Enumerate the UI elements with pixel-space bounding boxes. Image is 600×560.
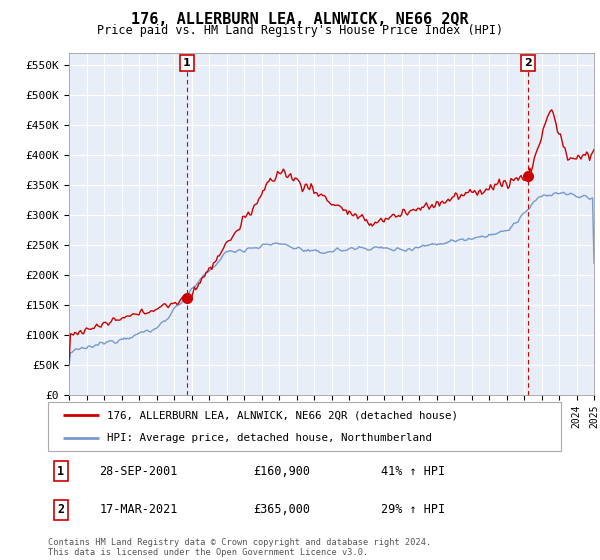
Text: 2: 2 [524,58,532,68]
Text: 176, ALLERBURN LEA, ALNWICK, NE66 2QR: 176, ALLERBURN LEA, ALNWICK, NE66 2QR [131,12,469,27]
Text: HPI: Average price, detached house, Northumberland: HPI: Average price, detached house, Nort… [107,433,432,442]
Text: 1: 1 [57,465,64,478]
Text: 2: 2 [57,503,64,516]
Text: 29% ↑ HPI: 29% ↑ HPI [382,503,446,516]
Text: Contains HM Land Registry data © Crown copyright and database right 2024.
This d: Contains HM Land Registry data © Crown c… [48,538,431,557]
Text: 1: 1 [183,58,191,68]
Text: 176, ALLERBURN LEA, ALNWICK, NE66 2QR (detached house): 176, ALLERBURN LEA, ALNWICK, NE66 2QR (d… [107,410,458,420]
Text: £365,000: £365,000 [253,503,310,516]
Text: 17-MAR-2021: 17-MAR-2021 [100,503,178,516]
Text: 28-SEP-2001: 28-SEP-2001 [100,465,178,478]
Text: Price paid vs. HM Land Registry's House Price Index (HPI): Price paid vs. HM Land Registry's House … [97,24,503,37]
Text: £160,900: £160,900 [253,465,310,478]
Text: 41% ↑ HPI: 41% ↑ HPI [382,465,446,478]
FancyBboxPatch shape [48,402,561,451]
